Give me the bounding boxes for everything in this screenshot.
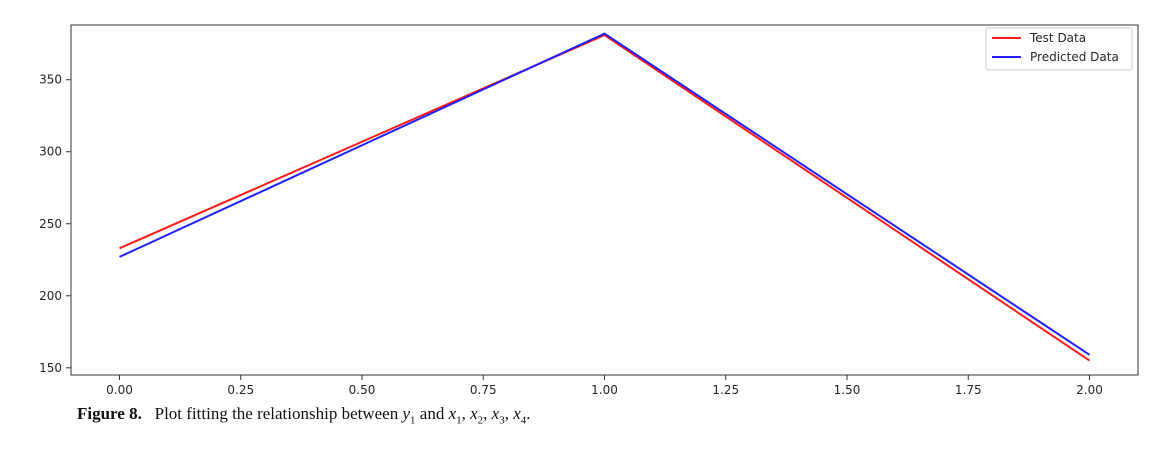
legend: Test Data Predicted Data <box>985 27 1133 71</box>
caption-x3-sub: 3 <box>499 414 505 427</box>
x-tick-label: 0.50 <box>349 383 376 397</box>
x-tick-label: 0.75 <box>470 383 497 397</box>
x-tick-label: 1.25 <box>712 383 739 397</box>
legend-box <box>985 27 1133 71</box>
x-tick-label: 1.00 <box>591 383 618 397</box>
caption-x1-var: x <box>448 404 457 423</box>
caption-connector: and <box>419 404 445 423</box>
caption-x4-var: x <box>513 404 521 423</box>
caption-y-sub: 1 <box>410 414 416 427</box>
x-tick-label: 1.50 <box>834 383 861 397</box>
y-tick-label: 150 <box>39 361 62 375</box>
series-line-predicted-data <box>119 32 1091 356</box>
series-layer <box>119 32 1091 362</box>
caption-x3-var: x <box>491 404 500 423</box>
caption-x2-sub: 2 <box>477 414 484 427</box>
plot-frame <box>70 24 1139 376</box>
x-tick-label: 0.00 <box>106 383 133 397</box>
caption-text: Plot fitting the relationship between <box>154 404 399 423</box>
y-axis-ticks: 150 200 250 300 350 <box>39 73 71 375</box>
x-tick-label: 0.25 <box>227 383 254 397</box>
caption-label: Figure 8. <box>77 404 142 423</box>
legend-label-predicted-data: Predicted Data <box>1030 50 1119 64</box>
figure-caption: Figure 8. Plot fitting the relationship … <box>77 404 531 427</box>
y-tick-label: 350 <box>39 73 62 87</box>
caption-x2-var: x <box>470 404 478 423</box>
y-tick-label: 300 <box>39 145 62 159</box>
caption-x1-sub: 1 <box>456 414 462 427</box>
legend-label-test-data: Test Data <box>1029 31 1086 45</box>
line-chart: 150 200 250 300 350 0.00 0.25 0.50 0.75 1.00 1.25… <box>39 24 1139 397</box>
x-tick-label: 2.00 <box>1076 383 1103 397</box>
caption-y-var: y <box>402 404 411 423</box>
y-tick-label: 200 <box>39 289 62 303</box>
series-line-test-data <box>119 33 1091 362</box>
x-tick-label: 1.75 <box>955 383 982 397</box>
caption-x4-sub: 4 <box>520 414 527 427</box>
x-axis-ticks: 0.00 0.25 0.50 0.75 1.00 1.25 1.50 1.75 2.00 <box>106 375 1103 397</box>
y-tick-label: 250 <box>39 217 62 231</box>
